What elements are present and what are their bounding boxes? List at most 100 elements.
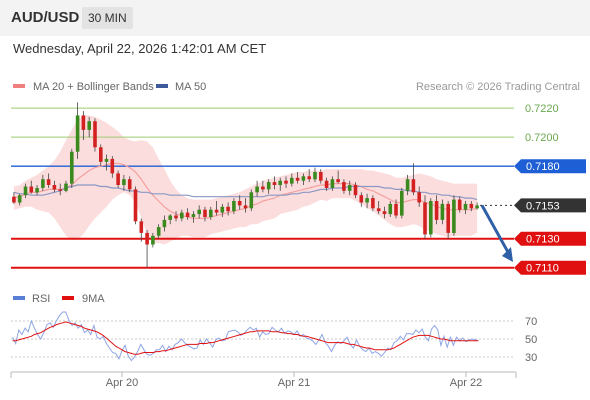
candle-body — [400, 190, 404, 216]
candle-body — [35, 188, 39, 193]
candle-body — [232, 201, 236, 212]
level-labels-layer: 0.7220 0.7200 0.7180 0.7153 0.7130 0.7110 — [514, 103, 586, 275]
level-tag-support — [514, 260, 586, 275]
candle-body — [330, 179, 335, 188]
candle-body — [151, 235, 155, 245]
candle-body — [226, 206, 230, 212]
legend-swatch-ma20 — [13, 84, 25, 88]
candle-body — [457, 199, 462, 210]
candle-body — [52, 185, 57, 190]
candle-body — [301, 176, 306, 181]
candle-body — [272, 182, 277, 185]
copyright-text: Research © 2026 Trading Central — [416, 81, 580, 93]
candle-body — [417, 192, 421, 203]
candle-body — [388, 203, 393, 215]
candle-body — [23, 186, 28, 196]
candle-body — [266, 182, 271, 190]
level-tag-support — [514, 231, 586, 246]
candle-body — [405, 179, 410, 191]
rsi-9ma-line — [12, 321, 479, 355]
candle-body — [261, 186, 265, 190]
forecast-arrow-head — [502, 246, 513, 262]
candle-body — [353, 185, 358, 196]
bollinger-band — [13, 115, 478, 245]
rsi-legend: RSI 9MA — [13, 293, 105, 305]
candle-body — [336, 179, 340, 183]
candle-body — [214, 209, 219, 213]
forecast-arrow-shaft — [480, 204, 511, 255]
candle-body — [110, 158, 115, 174]
candle-body — [70, 151, 74, 184]
candle-body — [434, 201, 439, 220]
candle-body — [87, 121, 91, 130]
candle-body — [411, 179, 416, 193]
candle-body — [46, 179, 51, 185]
candle-body — [319, 172, 323, 181]
candle-body — [75, 115, 80, 152]
candle-body — [371, 198, 375, 209]
symbol-title: AUD/USD — [11, 9, 80, 26]
candle-body — [12, 196, 16, 203]
candle-body — [17, 195, 22, 203]
candle-body — [41, 179, 45, 188]
time-axis-label: Apr 22 — [450, 377, 482, 389]
chart-datetime: Wednesday, April 22, 2026 1:42:01 AM CET — [13, 41, 267, 56]
bollinger-band-layer — [13, 115, 478, 245]
candle-body — [307, 176, 311, 180]
level-label-target: 0.7200 — [525, 132, 559, 144]
candle-body — [249, 192, 254, 209]
candle-body — [220, 206, 225, 213]
level-label-support: 0.7130 — [526, 234, 560, 246]
candle-body — [365, 198, 369, 203]
level-tag-pivot — [514, 159, 586, 174]
main-legend: MA 20 + Bollinger Bands MA 50 Research ©… — [13, 81, 580, 93]
time-axis-label: Apr 20 — [106, 377, 138, 389]
candle-body — [347, 185, 352, 191]
candle-body — [93, 121, 97, 148]
legend-label-rsi: RSI — [32, 293, 50, 305]
timeframe-button[interactable]: 30 MIN — [82, 7, 133, 29]
level-lines-layer — [11, 107, 514, 269]
candle-body — [284, 180, 288, 184]
candle-body — [429, 201, 433, 235]
candle-body — [99, 147, 103, 162]
candle-body — [324, 180, 329, 188]
candle-body — [168, 215, 172, 220]
candle-body — [463, 203, 468, 210]
candle-body — [243, 205, 248, 209]
candle-body — [81, 115, 86, 130]
candle-body — [469, 203, 474, 209]
candle-body — [191, 214, 196, 217]
candle-body — [209, 209, 213, 217]
rsi-tick-label: 30 — [525, 352, 537, 364]
legend-label-9ma: 9MA — [82, 293, 105, 305]
candle-body — [359, 195, 364, 203]
level-label-last: 0.7153 — [526, 200, 560, 212]
candle-body — [104, 158, 109, 162]
rsi-tick-label: 70 — [525, 316, 537, 328]
candle-body — [203, 209, 207, 217]
candle-body — [162, 219, 167, 228]
candle-body — [174, 215, 178, 219]
legend-swatch-9ma — [62, 296, 74, 300]
legend-label-ma20: MA 20 + Bollinger Bands — [33, 81, 154, 93]
candles-layer — [12, 102, 479, 268]
candle-body — [197, 209, 201, 215]
candle-body — [64, 183, 68, 191]
time-axis-label: Apr 21 — [278, 377, 310, 389]
candle-body — [122, 179, 126, 185]
candle-body — [278, 180, 282, 186]
candle-body — [475, 205, 479, 209]
candle-body — [180, 212, 184, 219]
rsi-line — [12, 311, 479, 362]
level-label-support: 0.7110 — [526, 263, 559, 275]
level-tag-last — [514, 198, 586, 213]
candle-body — [382, 211, 387, 215]
candle-body — [423, 202, 427, 235]
legend-swatch-ma50 — [156, 84, 168, 88]
candle-body — [139, 221, 144, 233]
candle-body — [156, 227, 161, 236]
candle-body — [29, 186, 34, 193]
